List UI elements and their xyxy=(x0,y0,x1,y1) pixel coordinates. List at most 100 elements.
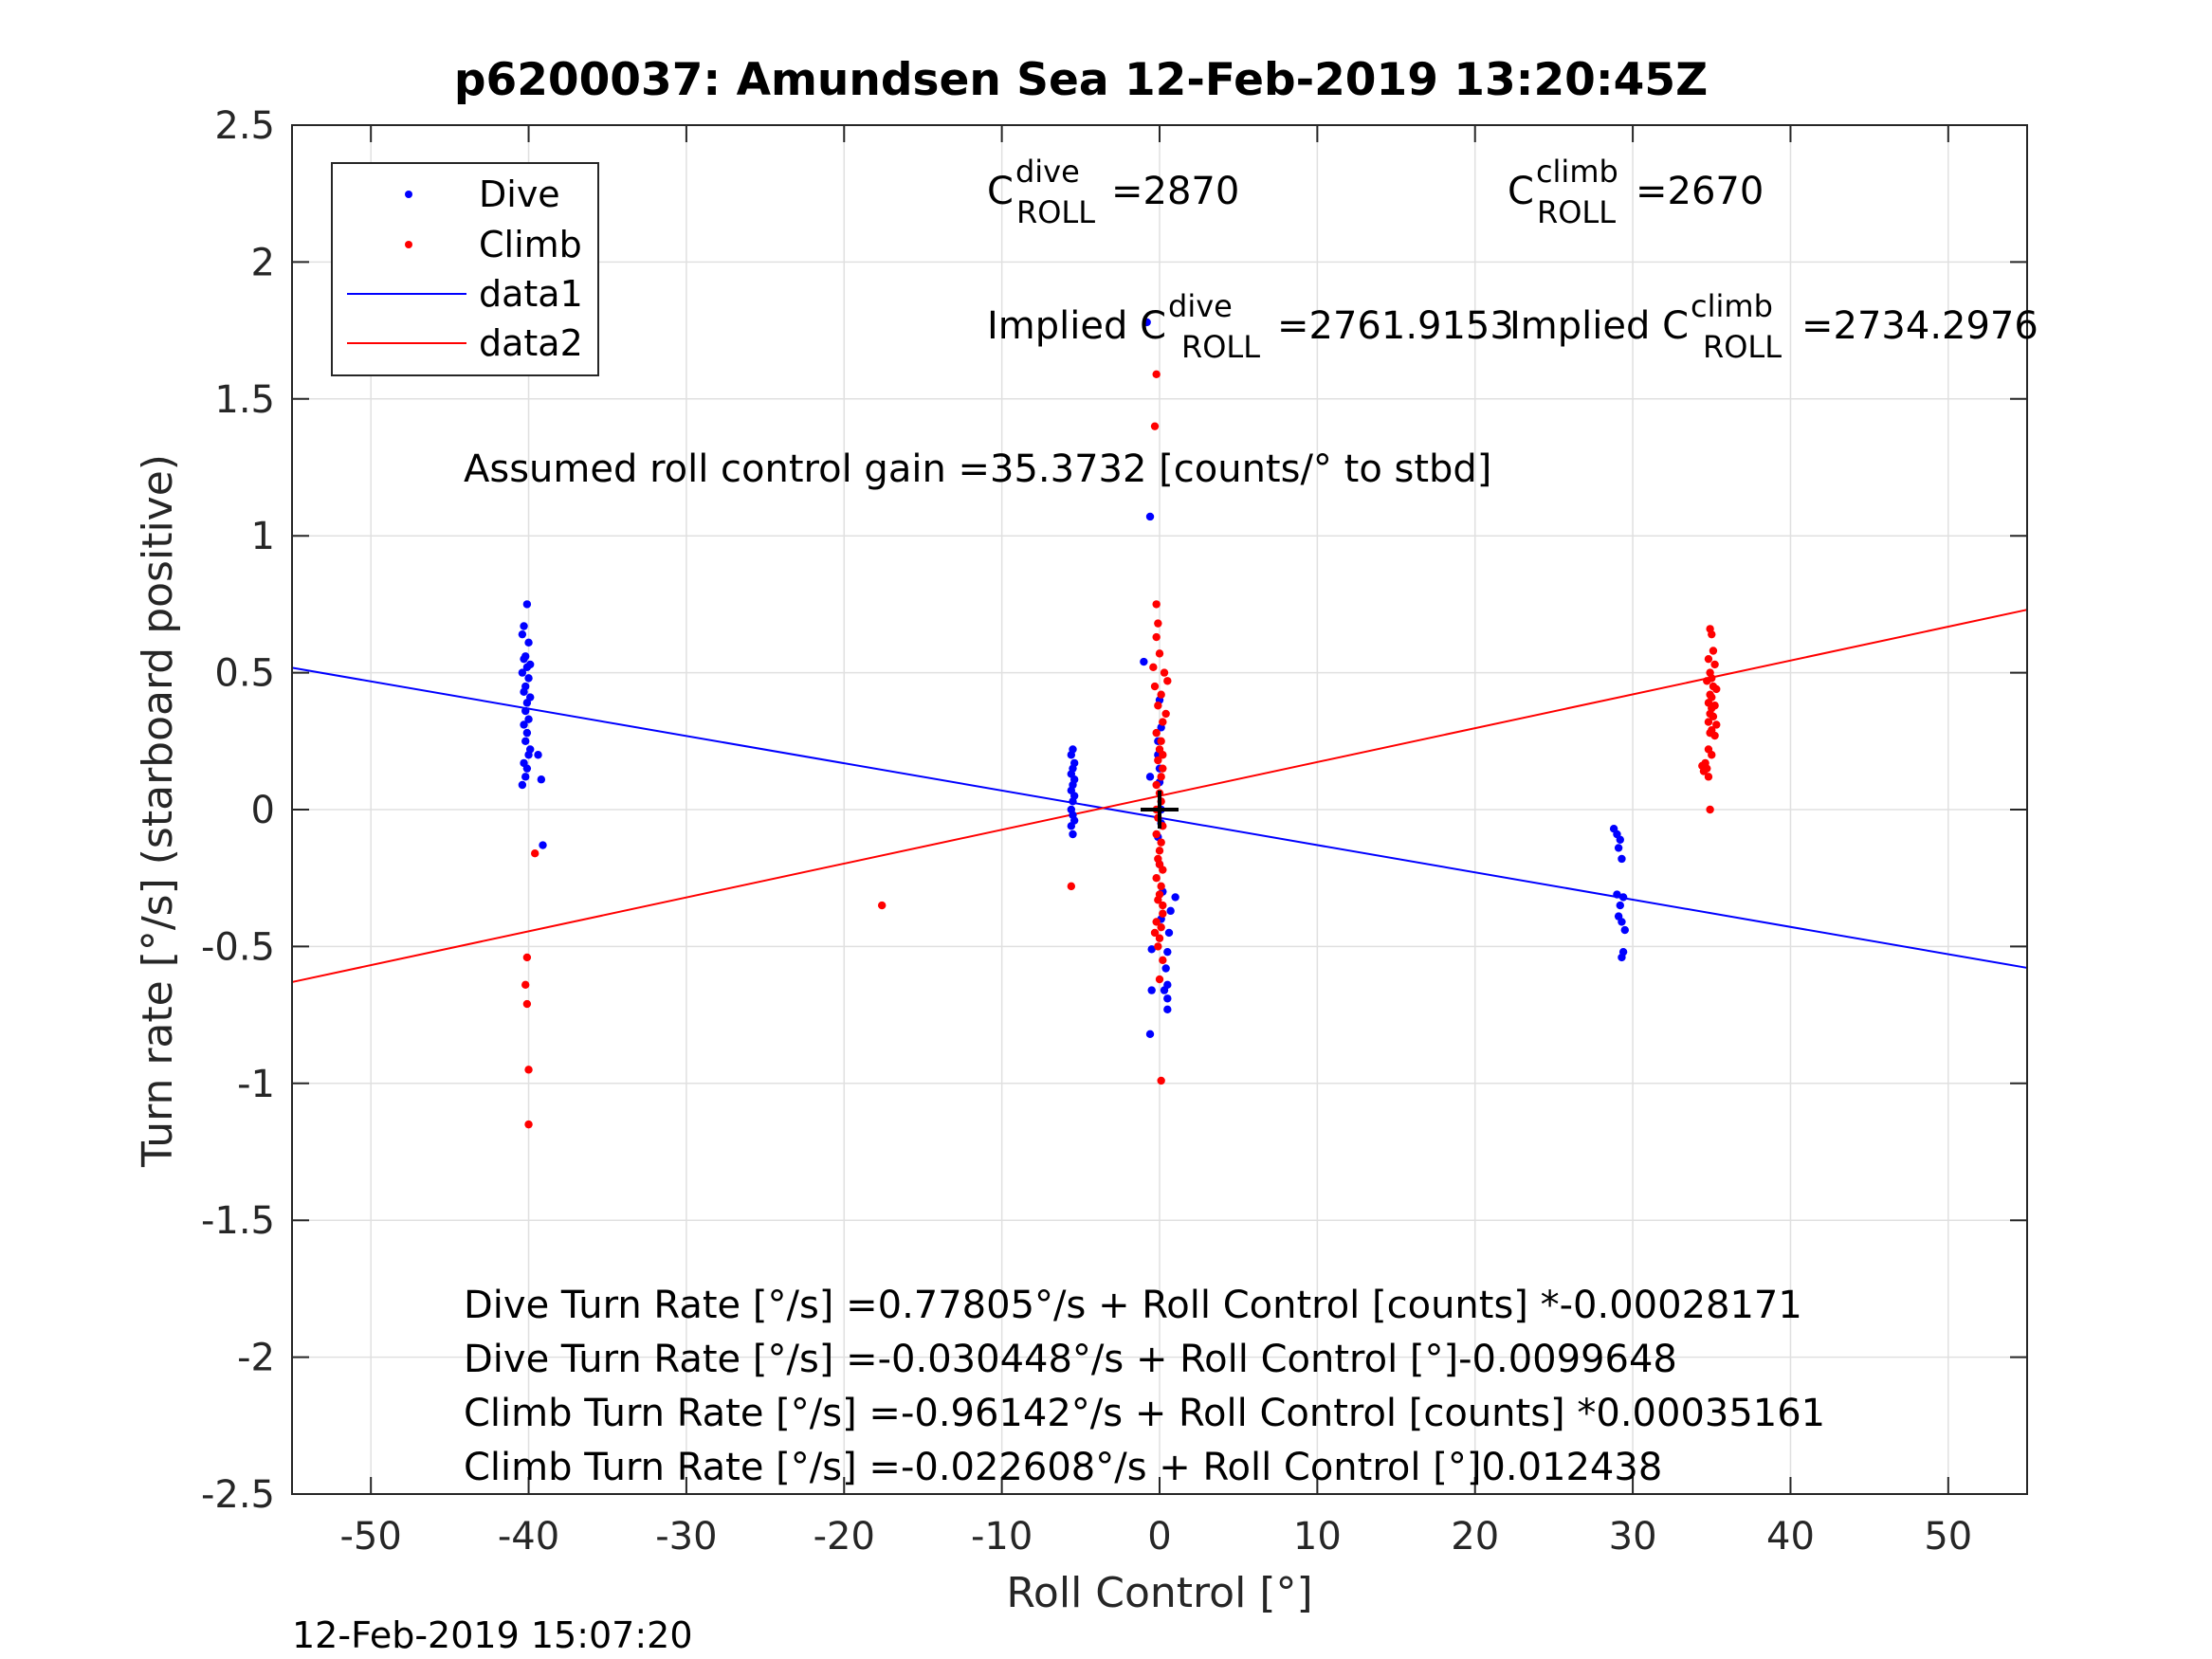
climb-point xyxy=(1159,718,1167,726)
y-tick-label: -2.5 xyxy=(201,1473,275,1517)
dive-point xyxy=(1618,918,1626,926)
climb-point xyxy=(1161,709,1170,719)
dive-point xyxy=(524,715,533,723)
climb-point xyxy=(1155,649,1164,658)
x-tick-label: -30 xyxy=(655,1515,717,1559)
y-tick-label: -0.5 xyxy=(201,925,275,969)
dive-point xyxy=(1145,512,1155,521)
climb-point xyxy=(1157,737,1165,745)
x-tick-label: 10 xyxy=(1293,1515,1342,1559)
y-tick-label: 2 xyxy=(251,241,275,284)
dive-point xyxy=(1161,964,1170,973)
climb-point xyxy=(1152,600,1161,609)
dive-point xyxy=(1620,925,1629,935)
timestamp: 12-Feb-2019 15:07:20 xyxy=(292,1614,693,1656)
climb-point xyxy=(1157,838,1165,847)
x-tick-label: 40 xyxy=(1766,1515,1815,1559)
y-tick-label: 2.5 xyxy=(214,104,275,148)
dive-point xyxy=(1618,854,1626,864)
dive-point xyxy=(521,773,530,781)
dive-point xyxy=(1618,953,1626,962)
climb-point xyxy=(1155,745,1164,754)
dive-point xyxy=(1163,947,1172,957)
climb-point xyxy=(1699,767,1709,775)
dive-point xyxy=(539,841,547,849)
dive-point xyxy=(1067,751,1076,759)
climb-point xyxy=(1157,690,1165,699)
climb-point xyxy=(1155,975,1164,984)
implied-c-roll-dive-label: Implied Cdive ROLL =2761.9153 xyxy=(987,288,1514,365)
climb-point xyxy=(1703,677,1711,685)
dive-point xyxy=(537,775,546,784)
equation-4: Climb Turn Rate [°/s] =-0.022608°/s + Ro… xyxy=(464,1446,1662,1489)
dive-point xyxy=(1069,830,1077,839)
climb-point xyxy=(1150,928,1160,938)
implied-c-roll-climb-label: Implied Cclimb ROLL =2734.2976 xyxy=(1509,288,2038,365)
dive-point xyxy=(521,706,530,716)
y-tick-label: -1 xyxy=(237,1063,275,1106)
climb-point xyxy=(1704,718,1713,726)
climb-point xyxy=(1152,874,1161,883)
climb-point xyxy=(1152,632,1161,642)
y-tick-label: 0 xyxy=(251,789,275,832)
c-roll-dive-label: Cdive ROLL =2870 xyxy=(987,154,1239,230)
dive-point xyxy=(518,629,527,639)
legend-label-data2: data2 xyxy=(479,322,583,364)
y-tick-label: -1.5 xyxy=(201,1199,275,1243)
dive-point xyxy=(1140,657,1148,666)
climb-point xyxy=(1152,780,1161,790)
dive-point xyxy=(1618,893,1628,902)
dive-point xyxy=(521,737,530,745)
dive-point xyxy=(520,720,528,729)
legend-box xyxy=(331,162,599,376)
dive-point xyxy=(524,638,533,647)
climb-point xyxy=(531,849,539,858)
dive-point xyxy=(1164,928,1174,938)
dive-point xyxy=(520,622,528,630)
climb-point xyxy=(1710,731,1719,740)
dive-point xyxy=(1614,844,1623,852)
climb-point xyxy=(1708,751,1716,759)
x-tick-label: -40 xyxy=(498,1515,559,1559)
x-tick-label: 50 xyxy=(1924,1515,1972,1559)
climb-point xyxy=(1159,901,1167,910)
climb-point xyxy=(1704,773,1713,781)
dive-point xyxy=(1166,906,1175,916)
dive-point xyxy=(1145,1030,1155,1039)
climb-point xyxy=(1159,956,1167,965)
legend-label-data1: data1 xyxy=(479,273,583,315)
climb-point xyxy=(1154,942,1162,951)
climb-point xyxy=(1150,682,1160,691)
dive-point xyxy=(524,751,533,759)
dive-point xyxy=(1613,890,1621,899)
climb-point xyxy=(1150,422,1160,430)
y-tick-label: -2 xyxy=(237,1337,275,1380)
climb-point xyxy=(1157,882,1165,891)
data-points xyxy=(518,318,1721,1129)
chart-title: p6200037: Amundsen Sea 12-Feb-2019 13:20… xyxy=(454,54,1708,106)
dive-point xyxy=(1163,1005,1172,1014)
x-tick-label: -10 xyxy=(971,1515,1033,1559)
climb-point xyxy=(1152,830,1161,839)
center-marker xyxy=(1141,791,1179,829)
x-tick-labels: -50 -40 -30 -20 -10 0 10 20 30 40 50 xyxy=(340,1515,1973,1559)
climb-point xyxy=(1706,805,1714,814)
x-tick-label: -20 xyxy=(814,1515,875,1559)
dive-point xyxy=(522,764,532,773)
dive-point xyxy=(1171,893,1179,902)
climb-point xyxy=(1704,654,1713,664)
climb-point xyxy=(1155,934,1164,942)
climb-point xyxy=(1149,663,1158,672)
y-tick-label: 1 xyxy=(251,515,275,558)
x-axis-label: Roll Control [°] xyxy=(1006,1569,1312,1617)
dive-point xyxy=(1067,822,1076,830)
climb-point xyxy=(1160,668,1169,677)
y-tick-label: 1.5 xyxy=(214,378,275,422)
legend-label-dive: Dive xyxy=(479,173,560,215)
dive-point xyxy=(522,728,532,738)
climb-point xyxy=(1159,764,1167,773)
climb-point xyxy=(521,980,530,990)
y-axis-label: Turn rate [°/s] (starboard positive) xyxy=(134,454,182,1168)
legend-label-climb: Climb xyxy=(479,224,582,265)
dive-point xyxy=(524,674,533,683)
